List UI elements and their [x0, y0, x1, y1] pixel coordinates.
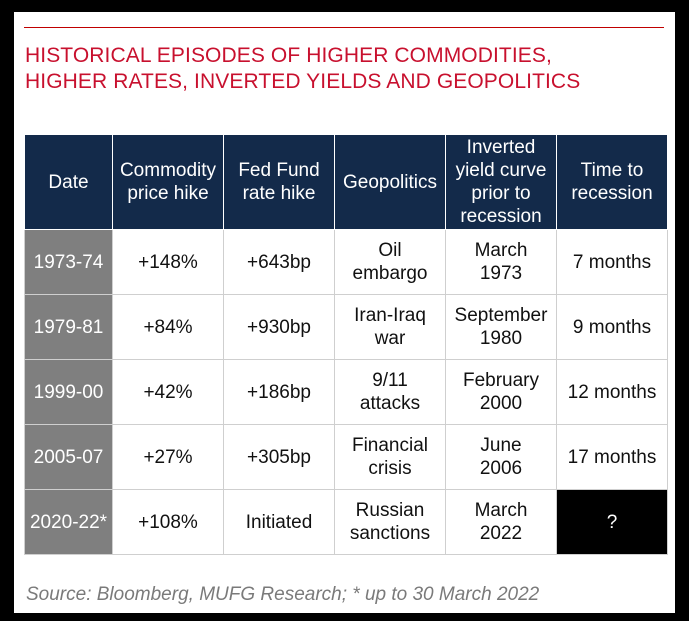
header-line: recession: [571, 183, 653, 204]
header-line: Date: [48, 171, 89, 193]
header-fed-fund: Fed Fund rate hike: [223, 134, 335, 230]
geopolitics-cell: Financial crisis: [334, 424, 446, 490]
header-line: rate hike: [242, 183, 316, 204]
cell-line: Oil: [378, 240, 402, 261]
date-cell: 2020-22*: [24, 489, 113, 555]
cell-line: 1973: [479, 263, 523, 284]
episodes-table: Date Commodity price hike Fed Fund rate …: [24, 134, 668, 555]
cell-line: February: [462, 370, 540, 391]
cell-line: 2000: [479, 393, 523, 414]
header-commodity: Commodity price hike: [112, 134, 224, 230]
date-cell: 2005-07: [24, 424, 113, 490]
cell-line: Iran-Iraq: [354, 305, 426, 326]
cell-line: Russian: [355, 500, 425, 521]
header-line: yield curve: [455, 160, 547, 181]
commodity-cell: +42%: [112, 359, 224, 425]
title-rule: [24, 27, 664, 28]
header-geopolitics: Geopolitics: [334, 134, 446, 230]
table-row: 1999-00 +42% +186bp 9/11 attacks Februar…: [24, 359, 668, 425]
header-line: recession: [460, 206, 542, 227]
cell-line: war: [374, 328, 406, 349]
cell-line: March: [474, 500, 528, 521]
fed-fund-cell: +186bp: [223, 359, 335, 425]
geopolitics-cell: Iran-Iraq war: [334, 294, 446, 360]
header-inverted-yield: Inverted yield curve prior to recession: [445, 134, 557, 230]
header-row: Date Commodity price hike Fed Fund rate …: [24, 134, 668, 230]
commodity-cell: +84%: [112, 294, 224, 360]
cell-line: embargo: [352, 263, 428, 284]
cell-line: 9/11: [372, 370, 408, 391]
cell-line: June: [480, 435, 522, 456]
fed-fund-cell: +643bp: [223, 229, 335, 295]
header-date: Date: [24, 134, 113, 230]
page-title: HISTORICAL EPISODES OF HIGHER COMMODITIE…: [25, 43, 665, 95]
chart-card: HISTORICAL EPISODES OF HIGHER COMMODITIE…: [14, 12, 675, 613]
fed-fund-cell: +930bp: [223, 294, 335, 360]
inverted-yield-cell: February 2000: [445, 359, 557, 425]
commodity-cell: +148%: [112, 229, 224, 295]
date-cell: 1973-74: [24, 229, 113, 295]
geopolitics-cell: 9/11 attacks: [334, 359, 446, 425]
cell-line: March: [474, 240, 528, 261]
inverted-yield-cell: September 1980: [445, 294, 557, 360]
cell-line: sanctions: [349, 523, 431, 544]
inverted-yield-cell: March 2022: [445, 489, 557, 555]
geopolitics-cell: Oil embargo: [334, 229, 446, 295]
time-cell-unknown: ?: [556, 489, 668, 555]
header-time-to-recession: Time to recession: [556, 134, 668, 230]
table-row: 2020-22* +108% Initiated Russian sanctio…: [24, 489, 668, 555]
header-line: prior to: [471, 183, 531, 204]
source-note: Source: Bloomberg, MUFG Research; * up t…: [26, 584, 540, 605]
date-cell: 1979-81: [24, 294, 113, 360]
table-row: 1973-74 +148% +643bp Oil embargo March 1…: [24, 229, 668, 295]
header-line: Inverted: [466, 137, 536, 158]
cell-line: crisis: [368, 458, 412, 479]
time-cell: 9 months: [556, 294, 668, 360]
commodity-cell: +27%: [112, 424, 224, 490]
fed-fund-cell: Initiated: [223, 489, 335, 555]
inverted-yield-cell: March 1973: [445, 229, 557, 295]
header-line: Fed Fund: [238, 160, 320, 181]
cell-line: 2022: [479, 523, 523, 544]
cell-line: 1980: [479, 328, 523, 349]
title-line-2: HIGHER RATES, INVERTED YIELDS AND GEOPOL…: [25, 70, 581, 93]
fed-fund-cell: +305bp: [223, 424, 335, 490]
time-cell: 17 months: [556, 424, 668, 490]
table-row: 1979-81 +84% +930bp Iran-Iraq war Septem…: [24, 294, 668, 360]
inverted-yield-cell: June 2006: [445, 424, 557, 490]
cell-line: September: [454, 305, 548, 326]
cell-line: 2006: [479, 458, 523, 479]
table-row: 2005-07 +27% +305bp Financial crisis Jun…: [24, 424, 668, 490]
header-line: Commodity: [119, 160, 217, 181]
geopolitics-cell: Russian sanctions: [334, 489, 446, 555]
header-line: price hike: [127, 183, 209, 204]
cell-line: attacks: [359, 393, 421, 414]
cell-line: Financial: [351, 435, 429, 456]
date-cell: 1999-00: [24, 359, 113, 425]
header-line: Time to: [580, 160, 644, 181]
header-line: Geopolitics: [343, 171, 437, 193]
commodity-cell: +108%: [112, 489, 224, 555]
title-line-1: HISTORICAL EPISODES OF HIGHER COMMODITIE…: [25, 44, 552, 67]
time-cell: 12 months: [556, 359, 668, 425]
time-cell: 7 months: [556, 229, 668, 295]
